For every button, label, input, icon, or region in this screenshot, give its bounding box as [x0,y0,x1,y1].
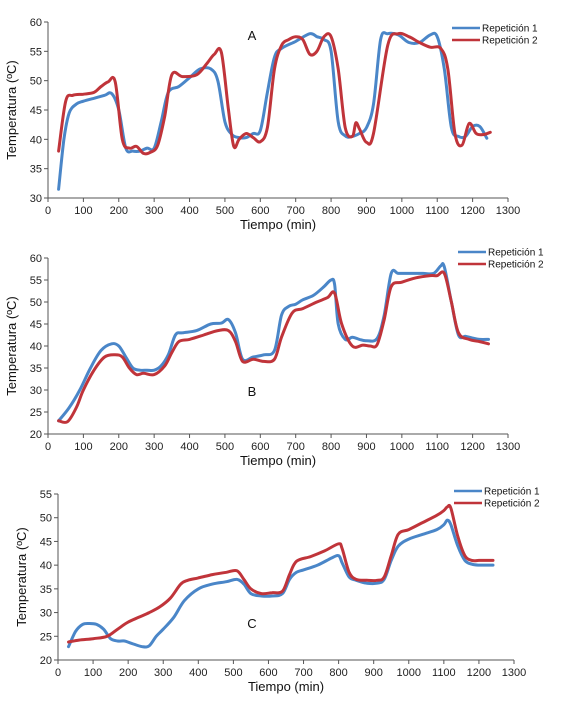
chart-panel-c: 20 25 30 35 40 45 50 55 0 100 200 300 400 500 600 700 80… [14,487,540,695]
y-axis-title: Temperatura (ºC) [4,296,19,395]
y-tick-label: 60 [30,17,42,29]
x-tick-label: 800 [322,205,340,217]
x-tick-label: 1200 [460,441,484,453]
y-tick-label: 40 [40,560,52,572]
x-tick-label: 300 [145,205,163,217]
x-tick-label: 600 [251,441,269,453]
y-tick-label: 35 [30,164,42,176]
x-tick-label: 100 [74,441,92,453]
legend-label-1: Repetición 1 [488,248,544,259]
x-tick-label: 1100 [425,205,449,217]
x-tick-label: 400 [180,441,198,453]
y-tick-label: 50 [30,76,42,88]
y-tick-label: 25 [30,407,42,419]
x-tick-label: 300 [154,667,172,679]
x-tick-label: 200 [110,205,128,217]
x-axis-title: Tiempo (min) [240,217,316,232]
x-tick-label: 1000 [390,441,414,453]
x-tick-label: 900 [357,441,375,453]
y-tick-label: 35 [40,584,52,596]
legend-label-2: Repetición 2 [488,260,544,271]
y-tick-label: 30 [30,193,42,205]
series-line-1 [57,262,490,423]
y-tick-label: 55 [30,275,42,287]
y-tick-label: 55 [30,46,42,58]
x-tick-label: 400 [189,667,207,679]
x-tick-label: 700 [287,441,305,453]
x-tick-label: 900 [365,667,383,679]
legend-label-2: Repetición 2 [482,36,538,47]
y-tick-label: 50 [30,297,42,309]
y-tick-label: 20 [30,429,42,441]
x-tick-label: 200 [110,441,128,453]
y-tick-label: 40 [30,134,42,146]
y-axis-title: Temperatura (ºC) [14,527,29,626]
panel-label: B [248,384,257,399]
x-tick-label: 1100 [425,441,449,453]
series-line-1 [67,518,495,649]
x-tick-label: 100 [74,205,92,217]
x-tick-label: 900 [357,205,375,217]
y-tick-label: 30 [40,608,52,620]
x-tick-label: 1300 [496,441,520,453]
y-axis-title: Temperatura (ºC) [4,60,19,159]
x-tick-label: 0 [45,441,51,453]
x-tick-label: 700 [294,667,312,679]
x-tick-label: 600 [259,667,277,679]
y-tick-label: 45 [30,319,42,331]
y-tick-label: 45 [30,105,42,117]
x-tick-label: 300 [145,441,163,453]
x-tick-label: 800 [322,441,340,453]
y-tick-label: 30 [30,385,42,397]
legend-label-2: Repetición 2 [484,499,540,510]
x-tick-label: 1000 [397,667,421,679]
x-tick-label: 1100 [432,667,456,679]
legend-label-1: Repetición 1 [482,24,538,35]
legend-label-1: Repetición 1 [484,487,540,498]
series-line-2 [57,270,490,424]
x-tick-label: 0 [55,667,61,679]
x-tick-label: 200 [119,667,137,679]
x-tick-label: 0 [45,205,51,217]
y-tick-label: 50 [40,513,52,525]
panel-label: A [248,28,257,43]
x-tick-label: 1200 [460,205,484,217]
x-axis-title: Tiempo (min) [240,453,316,468]
x-tick-label: 700 [287,205,305,217]
x-tick-label: 400 [180,205,198,217]
x-tick-label: 500 [224,667,242,679]
y-tick-label: 60 [30,253,42,265]
x-tick-label: 100 [84,667,102,679]
y-tick-label: 55 [40,489,52,501]
x-tick-label: 1000 [390,205,414,217]
x-tick-label: 800 [329,667,347,679]
x-tick-label: 1300 [502,667,526,679]
x-axis-title: Tiempo (min) [248,679,324,694]
panel-label: C [247,616,256,631]
series-line-1 [57,31,489,191]
x-tick-label: 500 [216,205,234,217]
x-tick-label: 1200 [467,667,491,679]
y-tick-label: 45 [40,536,52,548]
x-tick-label: 500 [216,441,234,453]
series-line-2 [67,503,495,644]
x-tick-label: 1300 [496,205,520,217]
y-tick-label: 40 [30,341,42,353]
x-tick-label: 600 [251,205,269,217]
y-tick-label: 20 [40,655,52,667]
series-line-2 [57,31,492,156]
y-tick-label: 35 [30,363,42,375]
y-tick-label: 25 [40,631,52,643]
